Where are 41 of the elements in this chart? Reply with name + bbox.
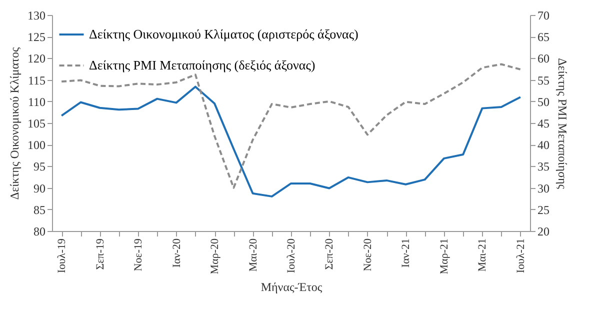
y2-tick-label: 60 <box>538 52 550 66</box>
y-tick-label: 95 <box>34 160 46 174</box>
y2-tick-label: 35 <box>538 160 550 174</box>
y2-tick-label: 65 <box>538 30 550 44</box>
x-tick-label: Ιουλ-19 <box>56 238 68 274</box>
y2-tick-label: 55 <box>538 73 550 88</box>
x-tick-label: Μαρ-20 <box>209 238 222 274</box>
x-tick-label: Μαι-21 <box>476 238 489 272</box>
y2-tick-label: 70 <box>538 8 550 22</box>
y2-axis-title: Δείκτης PMI Μεταποίησης <box>556 58 570 190</box>
line-series <box>60 86 522 198</box>
y-tick-label: 115 <box>28 73 46 88</box>
y-axis-title: Δείκτης Οικονομικού Κλίματος <box>8 47 22 200</box>
y2-tick-label: 40 <box>538 138 550 152</box>
y-tick-label: 120 <box>28 52 46 66</box>
y2-tick-label: 30 <box>538 181 550 196</box>
x-tick-label: Σεπ-19 <box>94 238 106 270</box>
y2-tick-label: 50 <box>538 94 550 109</box>
legend-label: Δείκτης Οικονομικού Κλίματος (αριστερός άξονας) <box>89 26 358 42</box>
legend-label: Δείκτης PMI Μεταποίησης (δεξιός άξονας) <box>89 58 316 72</box>
x-tick-label: Ιουλ-20 <box>286 238 298 274</box>
x-tick-label: Σεπ-20 <box>324 238 336 270</box>
y-tick-label: 105 <box>28 116 46 130</box>
x-tick-label: Ιαν-20 <box>170 238 183 268</box>
x-tick-label: Ιουλ-21 <box>514 238 527 274</box>
y2-tick-label: 25 <box>538 202 550 217</box>
x-tick-label: Ιαν-21 <box>400 238 412 268</box>
x-tick-label: Νοε-20 <box>362 238 374 272</box>
y-tick-label: 90 <box>34 181 46 196</box>
y-tick-label: 80 <box>34 224 46 238</box>
x-tick-label: Νοε-19 <box>132 238 145 272</box>
y-tick-label: 100 <box>28 138 46 152</box>
x-tick-label: Μαι-20 <box>247 238 260 272</box>
y2-tick-label: 20 <box>538 224 550 238</box>
x-tick-label: Μαρ-21 <box>438 238 450 274</box>
y-tick-label: 85 <box>34 202 46 217</box>
x-axis-title: Μήνας-Έτος <box>260 280 322 294</box>
y2-tick-label: 45 <box>538 116 550 130</box>
y-tick-label: 130 <box>28 8 46 22</box>
y-tick-label: 125 <box>28 30 46 44</box>
y-tick-label: 110 <box>28 94 46 109</box>
